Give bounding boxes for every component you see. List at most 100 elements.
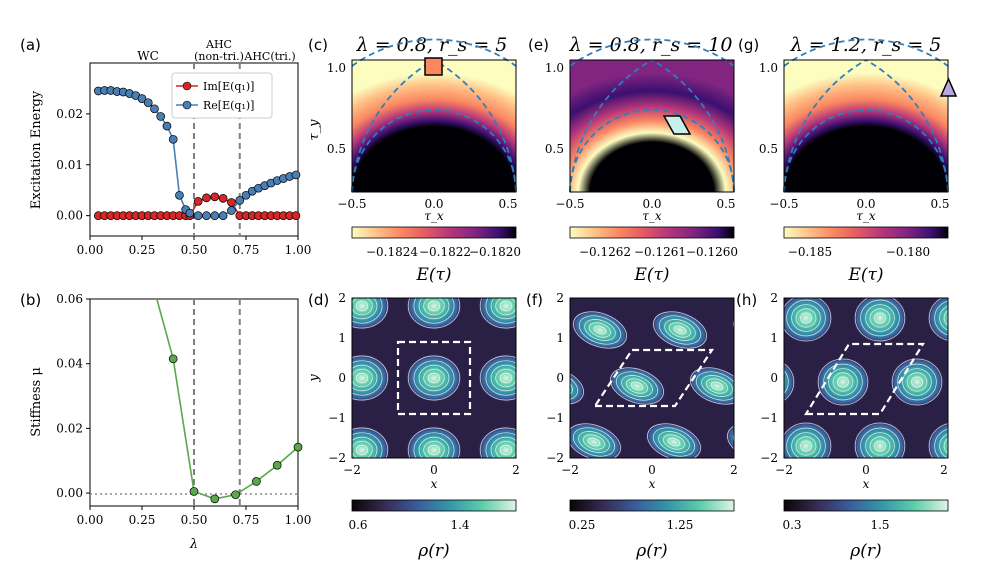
arc-e-4 <box>569 38 735 67</box>
point-a-1-15 <box>185 208 195 218</box>
unit-cell-f <box>592 348 715 408</box>
cbtick-c-2: −0.1820 <box>469 245 521 259</box>
legend-box-a <box>171 72 273 119</box>
marker-triangle-g <box>939 77 958 97</box>
cblabel-e: E(τ) <box>633 265 669 285</box>
ytick-h-3: 1 <box>770 331 778 345</box>
point-a-1-21 <box>235 196 245 205</box>
arc-c-3 <box>433 59 517 193</box>
ytick-g-1: 1.0 <box>759 61 778 75</box>
panel-label-d: (d) <box>308 291 329 309</box>
cbtick-e-1: −0.1261 <box>634 245 686 259</box>
colorbar-d <box>351 499 517 512</box>
marker-parallelogram-e <box>662 115 692 135</box>
colorbar-c <box>351 226 517 239</box>
panel-label-h: (h) <box>736 291 757 309</box>
ytick-d-0: −2 <box>328 451 346 465</box>
point-a-1-9 <box>150 104 159 114</box>
ytick-f-0: −2 <box>546 451 564 465</box>
point-a-1-8 <box>143 98 153 108</box>
ytick-b-0: 0.00 <box>56 486 83 500</box>
ylabel-c: τ_y <box>307 119 322 141</box>
panel-c: (c) λ = 0.8, r_s = 5 0.5 1.0 τ_y −0.5 0.… <box>307 34 521 285</box>
cblabel-f: ρ(r) <box>635 541 667 561</box>
density-d-blob-13 <box>406 426 462 458</box>
point-a-1-12 <box>168 134 178 144</box>
cbtick-d-1: 1.4 <box>450 518 469 532</box>
density-d-blob-11 <box>406 298 462 330</box>
cbtick-d-0: 0.6 <box>348 518 367 532</box>
panel-label-c: (c) <box>308 36 328 54</box>
cbtick-h-0: 0.3 <box>782 518 801 532</box>
colorbar-g <box>783 226 949 239</box>
point-a-1-18 <box>210 211 220 220</box>
point-a-1-10 <box>156 112 166 121</box>
ytick-d-2: 0 <box>338 371 346 385</box>
arc-c-4 <box>351 38 517 67</box>
xtick-a-4: 1.00 <box>285 243 312 257</box>
density-f-blob-24 <box>917 471 986 525</box>
density-h-blob-6 <box>784 298 833 343</box>
point-a-1-30 <box>291 170 301 180</box>
panel-label-f: (f) <box>526 291 543 309</box>
density-f-blob-11 <box>608 366 666 406</box>
colorbar-h <box>783 499 949 512</box>
cblabel-g: E(τ) <box>847 265 883 285</box>
xtick-h-0: −2 <box>775 463 793 477</box>
cbtick-g-1: −0.180 <box>886 245 930 259</box>
ytick-e-0: 0.5 <box>545 142 564 156</box>
ylabel-a: Excitation Energy <box>29 90 44 209</box>
axes-frame-h <box>783 297 949 459</box>
arc-g-2 <box>783 59 867 193</box>
xtick-f-1: 0 <box>648 463 656 477</box>
panel-h: (h) 2 1 0 −1 −2 −2 0 2 x 0.3 1.5 ρ(r) <box>736 291 996 561</box>
ytick-c-1: 1.0 <box>327 61 346 75</box>
density-f-blob-16 <box>645 422 703 458</box>
xtick-b-4: 1.00 <box>285 513 312 527</box>
point-b-0-3 <box>210 494 220 504</box>
xtick-a-1: 0.25 <box>129 243 156 257</box>
arc-e-3 <box>651 59 735 193</box>
xtick-a-3: 0.75 <box>233 243 260 257</box>
xtick-g-0: −0.5 <box>769 197 798 211</box>
arc-g-3 <box>865 59 949 193</box>
xtick-e-1: 0.0 <box>642 197 661 211</box>
xtick-f-0: −2 <box>561 463 579 477</box>
ytick-b-2: 0.04 <box>56 357 83 371</box>
ytick-f-3: 1 <box>556 331 564 345</box>
cbtick-e-0: −0.1262 <box>579 245 631 259</box>
ytick-h-4: 2 <box>770 291 778 305</box>
cbtick-c-1: −0.1822 <box>419 245 471 259</box>
density-h-blob-15 <box>784 421 833 458</box>
density-h-blob-13 <box>964 357 996 407</box>
cbtick-h-1: 1.5 <box>870 518 889 532</box>
point-a-1-17 <box>202 211 211 220</box>
density-d-blob-3 <box>262 426 318 474</box>
density-d-blob-12 <box>406 354 462 402</box>
density-h-blob-7 <box>853 298 907 343</box>
xtick-a-2: 0.50 <box>181 243 208 257</box>
ytick-e-1: 1.0 <box>545 61 564 75</box>
point-a-0-20 <box>227 198 236 207</box>
panel-g: (g) λ = 1.2, r_s = 5 0.5 1.0 −0.5 0.0 0.… <box>738 34 958 285</box>
density-h-blob-10 <box>784 361 796 403</box>
panel-label-b: (b) <box>20 291 41 309</box>
panel-label-a: (a) <box>20 36 41 54</box>
ytick-c-0: 0.5 <box>327 142 346 156</box>
xtick-g-2: 0.5 <box>930 197 949 211</box>
ytick-h-1: −1 <box>760 411 778 425</box>
cbtick-g-0: −0.185 <box>788 245 832 259</box>
point-b-0-4 <box>231 490 240 500</box>
xtick-b-3: 0.75 <box>233 513 260 527</box>
point-b-0-1 <box>168 354 178 364</box>
xtick-h-2: 2 <box>940 463 948 477</box>
phase-label-ahc: AHC <box>205 38 232 51</box>
energy-map-c <box>352 60 516 192</box>
title-e: λ = 0.8, r_s = 10 <box>569 34 733 56</box>
legend-marker-im <box>182 81 192 91</box>
ytick-d-1: −1 <box>328 411 346 425</box>
density-h-blob-22 <box>964 485 996 535</box>
panel-e: (e) λ = 0.8, r_s = 10 0.5 1.0 −0.5 0.0 0… <box>528 34 738 285</box>
density-h-blob-16 <box>853 421 907 458</box>
